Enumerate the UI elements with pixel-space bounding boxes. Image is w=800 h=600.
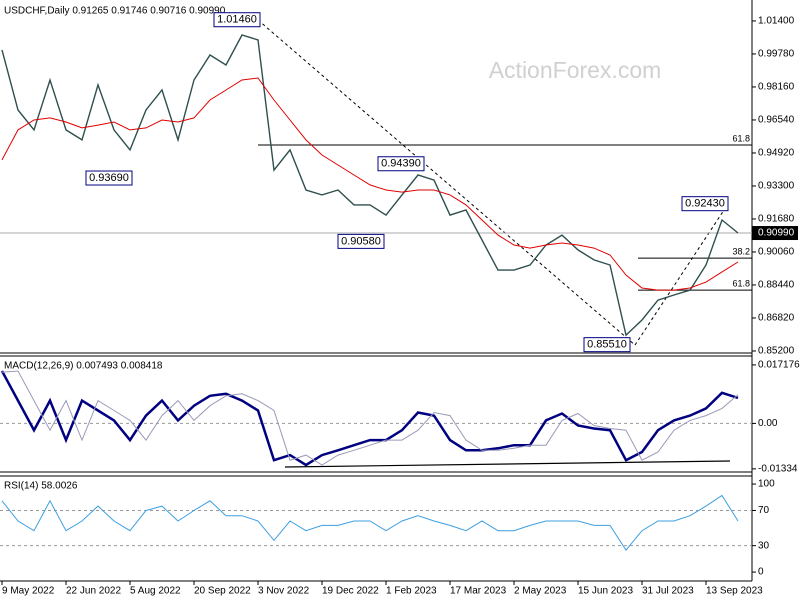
price-marker-label: 0.90580 [341, 235, 381, 247]
price-marker-label: 0.85510 [587, 339, 627, 351]
price-marker-label: 0.92430 [685, 198, 725, 210]
y-tick-label: 0.88440 [758, 280, 795, 291]
price-marker-label: 0.94390 [381, 158, 421, 170]
y-tick-label: 0.017176 [758, 360, 800, 371]
price-marker [213, 12, 261, 28]
price-marker [583, 337, 631, 353]
y-tick-label: 0.00 [758, 418, 778, 429]
panel-title: MACD(12,26,9) 0.007493 0.008418 [4, 361, 163, 372]
x-tick-label: 5 Aug 2022 [130, 586, 181, 597]
x-tick-label: 17 Mar 2023 [450, 586, 507, 597]
series-line [1, 34, 739, 337]
last-price-label: 0.90990 [758, 228, 795, 239]
panel-title: RSI(14) 58.0026 [4, 481, 78, 492]
y-tick-label: 70 [758, 505, 770, 516]
series-line [1, 494, 739, 551]
y-tick-label: 0 [758, 567, 764, 578]
series-line [1, 370, 739, 466]
x-tick-label: 22 Jun 2022 [66, 586, 121, 597]
price-marker [377, 156, 425, 172]
x-tick-label: 20 Sep 2022 [194, 586, 251, 597]
x-tick-label: 13 Sep 2023 [706, 586, 763, 597]
x-tick-label: 31 Jul 2023 [642, 586, 694, 597]
price-marker-label: 1.01460 [217, 14, 257, 26]
x-tick-label: 19 Dec 2022 [322, 586, 379, 597]
y-tick-label: 0.93300 [758, 181, 795, 192]
y-tick-label: 0.90060 [758, 247, 795, 258]
x-tick-label: 9 May 2022 [2, 586, 55, 597]
y-tick-label: 0.98160 [758, 82, 795, 93]
series-line [1, 77, 739, 291]
y-tick-label: 0.85200 [758, 346, 795, 357]
y-tick-label: 0.99780 [758, 49, 795, 60]
y-tick-label: 1.01400 [758, 16, 795, 27]
price-marker [85, 170, 133, 186]
series-line [0, 370, 739, 467]
panel-title: USDCHF,Daily 0.91265 0.91746 0.90716 0.9… [4, 6, 226, 17]
y-tick-label: 100 [758, 479, 775, 490]
x-tick-label: 2 May 2023 [514, 586, 567, 597]
y-tick-label: 0.96540 [758, 115, 795, 126]
y-tick-label: 0.91680 [758, 214, 795, 225]
x-tick-label: 1 Feb 2023 [386, 586, 437, 597]
y-tick-label: -0.01334 [758, 463, 798, 474]
last-price-box [752, 226, 798, 241]
trend-line [634, 203, 729, 346]
trend-line [257, 19, 636, 346]
price-marker-label: 0.93690 [89, 172, 129, 184]
watermark: ActionForex.com [489, 57, 662, 83]
x-tick-label: 3 Nov 2022 [258, 586, 310, 597]
fib-label: 61.8 [732, 133, 750, 143]
price-marker [337, 233, 385, 249]
fib-label: 61.8 [732, 278, 750, 288]
fib-label: 38.2 [732, 246, 750, 256]
y-tick-label: 0.86820 [758, 313, 795, 324]
x-tick-label: 15 Jun 2023 [578, 586, 633, 597]
divergence-line [284, 460, 731, 468]
price-marker [681, 196, 729, 212]
y-tick-label: 0.94920 [758, 148, 795, 159]
y-tick-label: 30 [758, 540, 770, 551]
